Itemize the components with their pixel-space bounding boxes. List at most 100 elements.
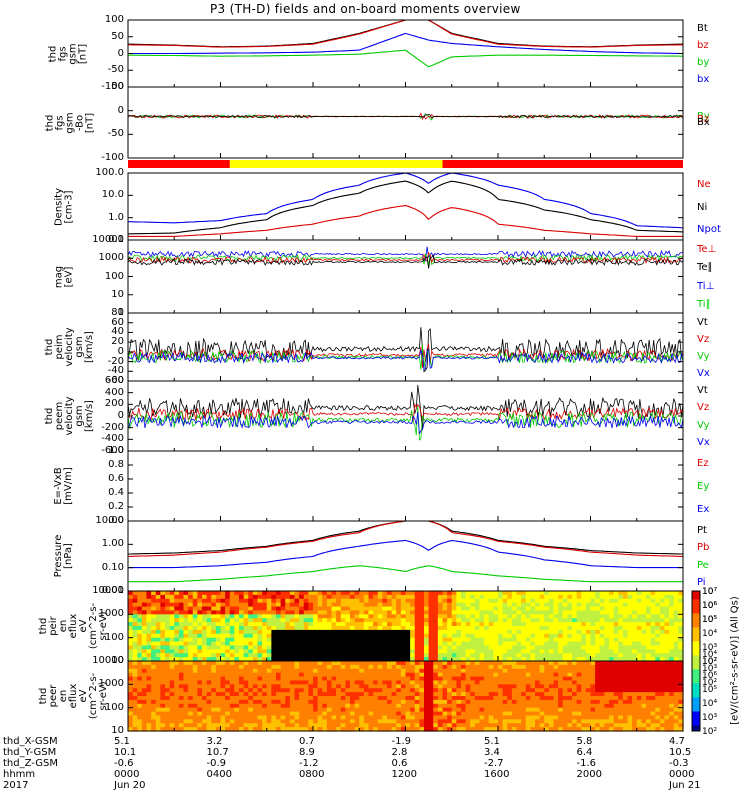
legend-temp-Ti∥: Ti∥ <box>697 298 711 310</box>
legend-peem-Vy: Vy <box>697 419 710 431</box>
ytick-efield-2: 0.6 <box>108 473 124 484</box>
series-pressure-Pi <box>128 539 683 569</box>
colorbar-tick-1-3: 10⁴ <box>702 699 718 709</box>
legend-density-Npot: Npot <box>697 223 721 235</box>
panel-frame-density <box>127 172 684 241</box>
ytick-fgs-4: -100 <box>101 81 124 92</box>
legend-pressure-Pe: Pe <box>697 559 709 571</box>
legend-fgs_hp-By: By <box>697 111 710 122</box>
ytick-peim-3: 20 <box>111 336 124 348</box>
ytick-peim-1: 60 <box>111 316 124 328</box>
ylabel-fgs_hp: thd fgs gsm -Bo [nT] <box>44 111 95 134</box>
colorbar-tick-1-2: 10⁵ <box>702 685 718 695</box>
xaxis-value-2-6: -0.3 <box>669 758 689 769</box>
ylabel-fgs: thd fgs gsm [nT] <box>47 42 88 65</box>
colorbar-tick-1: 10⁶ <box>702 601 718 611</box>
xaxis-value-3-6: 0000 <box>669 769 695 780</box>
ytick-efield-5: 0.0 <box>108 515 124 526</box>
ytick-fgs_hp-0: 50 <box>111 81 124 92</box>
ytick-peem-6: -600 <box>101 445 124 456</box>
ytick-peer-1: 1000 <box>98 678 124 690</box>
ytick-peim-6: -40 <box>107 365 124 377</box>
legend-efield-Ez: Ez <box>697 457 709 469</box>
series-peim-Vz <box>127 343 684 368</box>
ytick-efield-4: 0.2 <box>108 501 124 512</box>
series-temp-0 <box>127 246 684 262</box>
xaxis-value-2-1: -0.9 <box>206 758 227 769</box>
region-bar-b <box>229 160 443 168</box>
series-temp-3 <box>127 254 684 269</box>
panel-frame-peim <box>127 312 684 382</box>
xaxis-value-3-3: 1200 <box>391 769 417 780</box>
ylabel-peir: thd peir en eflux eV (cm^2-s- sr-eV) <box>38 602 109 650</box>
legend-peem-Vz: Vz <box>697 402 710 414</box>
ytick-fgs-1: 50 <box>111 30 124 42</box>
ytick-peer-3: 10 <box>111 725 124 736</box>
ytick-peem-4: -200 <box>101 421 124 433</box>
panel-frame-fgs_hp <box>127 86 684 159</box>
series-peem-Vt <box>127 384 684 430</box>
xaxis-value-3-2: 0800 <box>299 769 325 780</box>
ytick-peir-3: 10 <box>111 655 124 666</box>
ylabel-peim: thd peim velocity gsm [km/s] <box>44 327 95 367</box>
colorbar-tick-1-1: 10⁶ <box>702 671 718 681</box>
legend-fgs-bz: bz <box>697 40 709 52</box>
legend-peim-Vy: Vy <box>697 350 710 362</box>
ylabel-density: Density [cm-3] <box>53 187 74 226</box>
ytick-density-0: 100.0 <box>95 167 124 178</box>
colorbar-tick-0-4: 10³ <box>702 643 718 653</box>
xaxis-value-0-3: -1.9 <box>391 736 412 747</box>
ytick-pressure-1: 1.00 <box>101 538 124 550</box>
colorbar-tick-0: 10⁷ <box>702 587 718 597</box>
legend-temp-Ti⊥: Ti⊥ <box>697 280 715 292</box>
ytick-temp-3: 10 <box>111 288 124 300</box>
legend-pressure-Pb: Pb <box>697 542 710 554</box>
colorbar-tick-0-3: 10⁴ <box>702 629 718 639</box>
legend-fgs_hp-Bx: Bx <box>697 117 710 128</box>
series-fgs-by <box>128 49 683 68</box>
legend-peim-Vz: Vz <box>697 333 710 345</box>
ytick-peir-1: 1000 <box>98 608 124 620</box>
colorbar-tick-0-0: 10⁷ <box>702 587 718 597</box>
xaxis-value-0-6: 4.7 <box>669 736 685 747</box>
xaxis-value-4-6: Jun 21 <box>669 780 701 791</box>
ylabel-peem: thd peem velocity gsm [km/s] <box>44 396 95 436</box>
colorbar-tick-4: 10³ <box>702 664 718 674</box>
colorbar-tick-5: 10² <box>702 678 718 688</box>
colorbar-tick-0-5: 10² <box>702 657 718 667</box>
ytick-pressure-3: 0.01 <box>101 585 124 596</box>
ytick-peir-2: 100 <box>104 631 124 643</box>
legend-efield-Ey: Ey <box>697 481 710 492</box>
xaxis-rowlabel-2: thd_Z-GSM <box>3 758 58 769</box>
series-fgs-bx <box>128 32 683 55</box>
legend-fgs-bx: bx <box>697 73 710 85</box>
ytick-peim-0: 80 <box>111 307 124 318</box>
ytick-fgs-3: -50 <box>107 64 124 76</box>
ytick-peir-0: 10000 <box>92 585 124 596</box>
series-density-Ne <box>128 204 683 237</box>
xaxis-rowlabel-1: thd_Y-GSM <box>3 747 57 758</box>
ytick-peer-0: 10000 <box>92 655 124 666</box>
legend-peem-Vx: Vx <box>697 437 710 449</box>
ytick-peim-7: -60 <box>107 375 124 386</box>
ytick-fgs_hp-3: -100 <box>101 152 124 163</box>
xaxis-value-2-5: -1.6 <box>576 758 597 769</box>
ytick-fgs_hp-1: 0 <box>117 104 124 116</box>
ytick-fgs_hp-2: -50 <box>107 128 124 140</box>
ylabel-temp: mag [eV] <box>53 265 74 288</box>
xaxis-value-1-0: 10.1 <box>114 747 137 758</box>
plot-title: P3 (TH-D) fields and on-board moments ov… <box>210 2 521 16</box>
ytick-temp-0: 10000 <box>92 234 124 245</box>
ytick-efield-1: 0.8 <box>108 459 124 470</box>
ytick-peem-0: 600 <box>104 375 124 386</box>
xaxis-value-3-5: 2000 <box>576 769 602 780</box>
ytick-peem-3: 0 <box>117 410 124 421</box>
panel-frame-efield <box>127 450 684 522</box>
legend-temp-Te∥: Te∥ <box>697 262 713 274</box>
peir-spectrogram <box>128 591 684 662</box>
legend-efield-Ex: Ex <box>697 504 710 516</box>
ytick-peem-2: 200 <box>104 398 124 410</box>
colorbar-tick-0-2: 10⁵ <box>702 615 718 625</box>
ytick-peem-5: -400 <box>101 433 124 445</box>
xaxis-value-0-5: 5.8 <box>576 736 593 747</box>
